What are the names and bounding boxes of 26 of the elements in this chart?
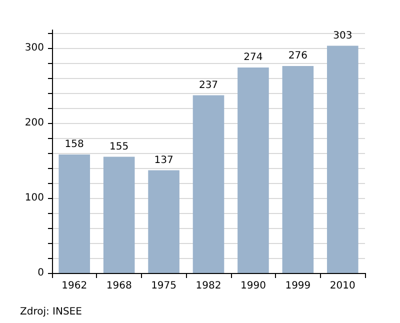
x-tick-label: 1982 — [196, 280, 222, 292]
x-tick-label: 1975 — [151, 280, 177, 292]
x-tick-label: 1968 — [106, 280, 132, 292]
data-label: 303 — [333, 30, 352, 42]
data-label: 155 — [110, 141, 129, 152]
bar — [282, 66, 314, 273]
bar — [58, 154, 90, 273]
y-tick-label: 0 — [38, 268, 44, 278]
bar — [148, 170, 180, 273]
data-label: 237 — [198, 80, 218, 91]
x-tick-label: 2010 — [330, 280, 356, 292]
data-label: 276 — [288, 50, 308, 62]
bar — [192, 95, 224, 273]
bar — [326, 46, 358, 273]
y-tick-label: 200 — [24, 118, 44, 128]
text: Zdroj: INSEE — [20, 306, 82, 318]
x-tick-label: 1990 — [240, 280, 266, 292]
bar — [238, 68, 269, 273]
data-label: 137 — [154, 154, 174, 166]
data-label: 274 — [244, 52, 263, 63]
data-label: 158 — [64, 139, 84, 150]
x-tick-label: 1962 — [62, 280, 88, 292]
bar — [103, 156, 135, 273]
y-tick-label: 300 — [24, 42, 44, 54]
x-tick-label: 1999 — [285, 280, 311, 292]
y-tick-label: 100 — [24, 192, 44, 204]
